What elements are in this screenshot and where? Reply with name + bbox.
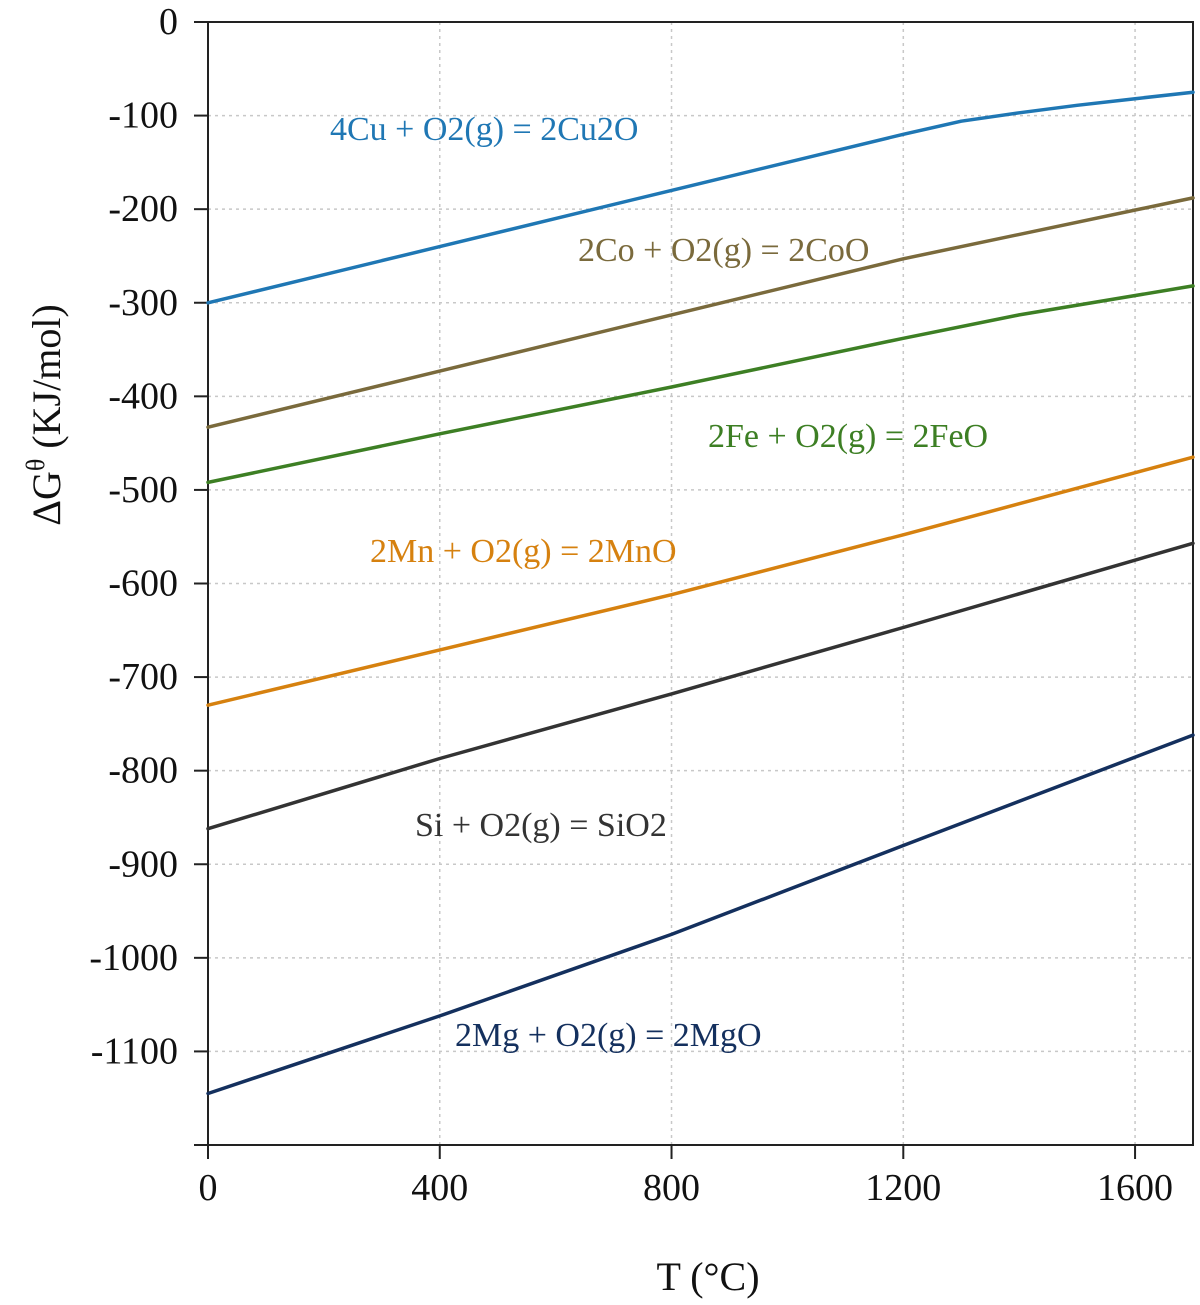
series-line	[206, 733, 1195, 1096]
series-label: Si + O2(g) = SiO2	[415, 807, 667, 844]
series-label: 4Cu + O2(g) = 2Cu2O	[330, 111, 638, 148]
series-label: 2Co + O2(g) = 2CoO	[578, 232, 869, 269]
series-label: 2Fe + O2(g) = 2FeO	[708, 418, 988, 455]
x-tick-label: 400	[411, 1167, 468, 1209]
series-line	[206, 196, 1195, 429]
x-tick-label: 0	[199, 1167, 218, 1209]
y-tick-label: -900	[108, 843, 178, 885]
series-lines	[206, 90, 1195, 1096]
series-label: 2Mg + O2(g) = 2MgO	[455, 1017, 762, 1054]
x-tick-label: 1600	[1097, 1167, 1173, 1209]
y-tick-label: -700	[108, 656, 178, 698]
series-line	[206, 541, 1195, 831]
y-tick-label: -400	[108, 375, 178, 417]
y-tick-label: -200	[108, 188, 178, 230]
series-line	[206, 90, 1195, 305]
y-axis-title: ΔGθ (KJ/mol)	[21, 304, 69, 526]
series-line	[206, 455, 1195, 707]
y-axis-title-main: ΔG	[24, 471, 69, 526]
x-tick-label: 800	[643, 1167, 700, 1209]
y-tick-label: -300	[108, 282, 178, 324]
series-labels: 4Cu + O2(g) = 2Cu2O 2Co + O2(g) = 2CoO 2Fe…	[330, 111, 988, 1054]
series-label: 2Mn + O2(g) = 2MnO	[370, 533, 677, 570]
axis-ticks: 0 400 800 1200 1600 0 -100 -200 -300 -400 -500 -600…	[89, 1, 1173, 1209]
y-tick-label: -500	[108, 469, 178, 511]
grid	[208, 22, 1193, 1145]
y-axis-title-superscript: θ	[21, 459, 50, 471]
y-tick-label: -600	[108, 563, 178, 605]
x-tick-label: 1200	[865, 1167, 941, 1209]
x-axis-title: T (°C)	[656, 1254, 759, 1299]
y-tick-label: -100	[108, 95, 178, 137]
y-tick-label: -1100	[91, 1030, 178, 1072]
series-line	[206, 284, 1195, 485]
y-tick-label: 0	[159, 1, 178, 43]
y-tick-label: -800	[108, 750, 178, 792]
y-axis-title-units: (KJ/mol)	[24, 304, 69, 458]
y-tick-label: -1000	[89, 937, 178, 979]
